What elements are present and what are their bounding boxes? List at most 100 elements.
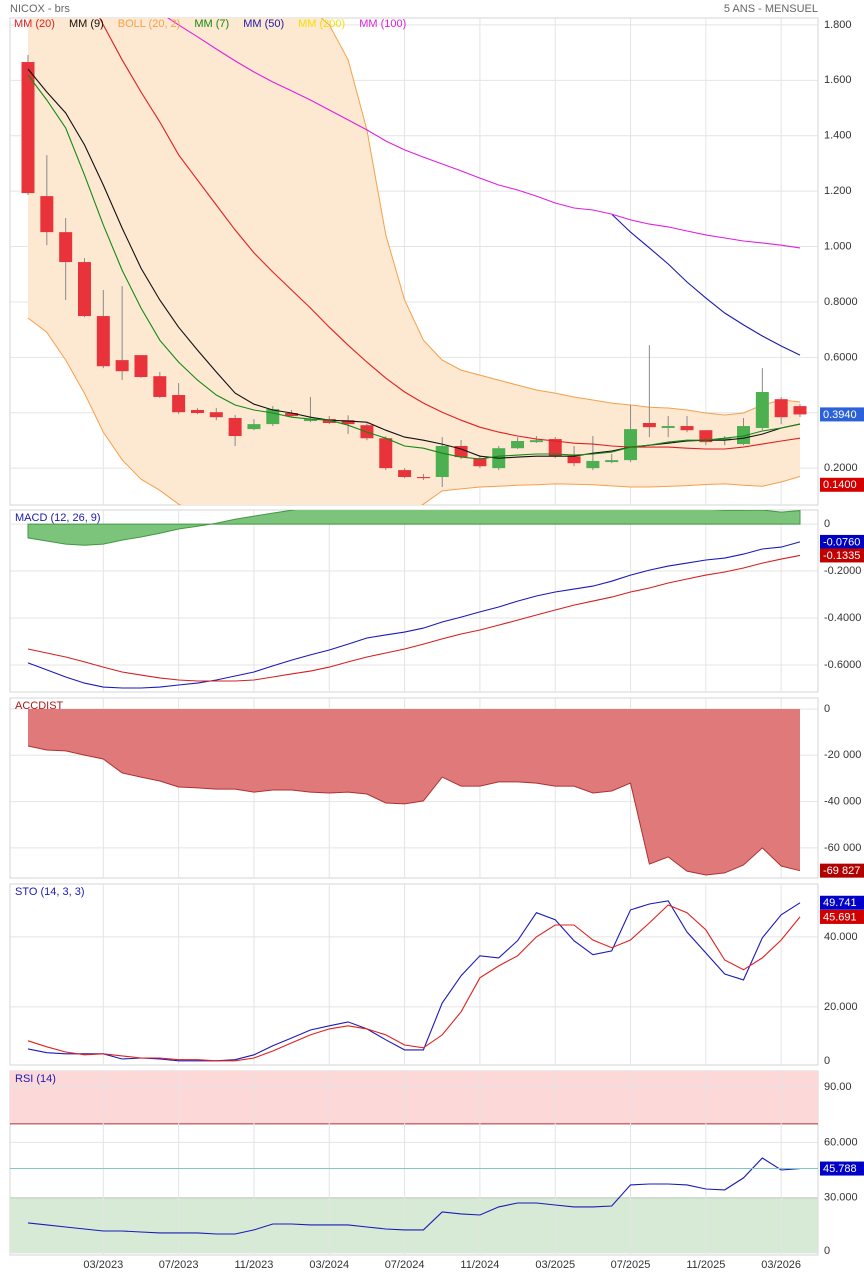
- y-tick-label: -40 000: [824, 796, 861, 808]
- value-badge-label: -0.0760: [823, 536, 860, 548]
- x-tick-label: 11/2024: [460, 1259, 499, 1271]
- y-tick-label: 0: [824, 1245, 830, 1257]
- candle-body: [416, 477, 430, 479]
- candle-body: [21, 62, 35, 194]
- area-fill: [28, 708, 800, 875]
- y-tick-label: 0.6000: [824, 351, 858, 363]
- candle-body: [398, 470, 412, 478]
- y-tick-label: 60.000: [824, 1136, 858, 1148]
- candle-body: [454, 445, 468, 458]
- legend-entry: BOLL (20, 2): [118, 18, 181, 30]
- candle-body: [473, 458, 487, 467]
- band-upper: [320, 18, 801, 416]
- y-tick-label: 0: [824, 703, 830, 715]
- value-badge: [820, 407, 864, 422]
- candle-body: [661, 426, 675, 428]
- value-badge: [820, 534, 864, 549]
- candle-body: [153, 376, 167, 397]
- band-lower: [27, 317, 801, 505]
- value-badge: [820, 895, 864, 910]
- value-badge-label: -0.1335: [823, 550, 860, 562]
- legend-entry: MM (7): [194, 18, 229, 30]
- legend-entry: MM (9): [69, 18, 104, 30]
- candle-body: [624, 429, 638, 461]
- candle-body: [115, 360, 129, 372]
- candle-body: [529, 440, 543, 443]
- candle-body: [737, 426, 751, 445]
- value-badge: [820, 909, 864, 924]
- candle-body: [379, 438, 393, 469]
- value-badge-label: 0.3940: [823, 409, 857, 421]
- y-tick-label: -0.2000: [824, 565, 861, 577]
- series-line: [27, 541, 801, 689]
- candle-body: [40, 196, 54, 233]
- candle-body: [303, 419, 317, 422]
- candle-body: [209, 412, 223, 418]
- y-tick-label: 30.000: [824, 1192, 858, 1204]
- period: 5 ANS - MENSUEL: [724, 3, 818, 15]
- candle-body: [77, 262, 91, 317]
- series-line: [27, 904, 801, 1062]
- value-badge-label: 49.741: [823, 897, 857, 909]
- panel-title: STO (14, 3, 3): [15, 886, 85, 898]
- area-line: [27, 745, 801, 876]
- y-tick-label: 20.000: [824, 1001, 858, 1013]
- band-fill: [28, 18, 800, 505]
- series-line: [27, 68, 801, 459]
- panel-frame: [9, 509, 819, 693]
- series-line: [167, 18, 801, 249]
- candle-body: [190, 409, 204, 414]
- x-tick-label: 11/2023: [234, 1259, 273, 1271]
- panel: [10, 698, 818, 878]
- candle-body: [134, 355, 148, 378]
- x-tick-label: 07/2023: [159, 1259, 199, 1271]
- candle-body: [586, 460, 600, 469]
- zone: [10, 1197, 818, 1253]
- legend-entry: MM (200): [298, 18, 345, 30]
- candle-body: [247, 424, 261, 430]
- candle-body: [59, 232, 73, 263]
- series-line: [27, 554, 801, 682]
- value-badge-label: 45.691: [823, 911, 857, 923]
- candle-body: [548, 439, 562, 457]
- y-tick-label: -20 000: [824, 749, 861, 761]
- histogram-area: [27, 510, 801, 546]
- candle-body: [567, 456, 581, 464]
- y-tick-label: 0: [824, 1055, 830, 1067]
- panel: [10, 18, 818, 505]
- value-badge: [820, 1161, 864, 1176]
- candle-body: [793, 406, 807, 415]
- y-tick-label: -0.4000: [824, 612, 861, 624]
- panel-title: RSI (14): [15, 1073, 56, 1085]
- y-tick-label: 1.000: [824, 240, 852, 252]
- x-tick-label: 03/2024: [309, 1259, 349, 1271]
- value-badge-label: 45.788: [823, 1163, 857, 1175]
- series-line: [99, 18, 801, 450]
- y-tick-label: 1.200: [824, 185, 852, 197]
- candle-body: [511, 441, 525, 449]
- symbol: NICOX - brs: [10, 3, 70, 15]
- panel-title: ACCDIST: [15, 700, 64, 712]
- y-tick-label: 1.800: [824, 19, 852, 31]
- y-tick-label: 0.8000: [824, 296, 858, 308]
- legend-entry: MM (20): [14, 18, 55, 30]
- y-tick-label: 90.00: [824, 1081, 852, 1093]
- value-badge: [820, 477, 864, 492]
- value-badge-label: -69 827: [823, 865, 860, 877]
- legend-entry: MM (100): [359, 18, 406, 30]
- y-tick-label: 40.000: [824, 931, 858, 943]
- value-badge-label: 0.1400: [823, 479, 857, 491]
- candle-body: [435, 445, 449, 478]
- y-tick-label: -0.6000: [824, 659, 861, 671]
- zone: [10, 1071, 818, 1124]
- y-tick-label: 1.600: [824, 74, 852, 86]
- y-tick-label: 0.2000: [824, 462, 858, 474]
- candle-body: [228, 418, 242, 437]
- panel: [10, 1071, 818, 1255]
- panel-title: MACD (12, 26, 9): [15, 512, 101, 524]
- candle-body: [322, 419, 336, 424]
- x-tick-label: 07/2024: [385, 1259, 425, 1271]
- series-line: [27, 74, 801, 460]
- series-line: [27, 1157, 801, 1235]
